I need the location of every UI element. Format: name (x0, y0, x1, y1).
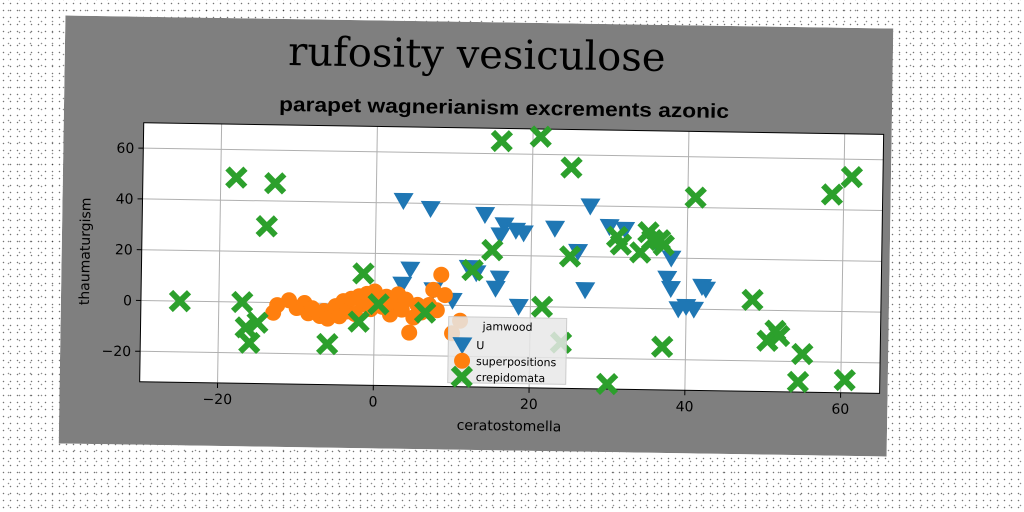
data-point (475, 206, 496, 224)
data-point (595, 372, 619, 396)
data-point (494, 217, 515, 235)
data-point (650, 335, 674, 358)
data-point (485, 280, 506, 298)
data-point (168, 289, 192, 313)
data-point (696, 281, 717, 299)
data-point (393, 192, 414, 210)
data-point (684, 301, 705, 319)
data-point (786, 370, 810, 394)
data-point (490, 129, 514, 153)
data-point (413, 301, 437, 324)
y-tick-label: 0 (123, 293, 132, 309)
y-tick-label: 60 (116, 141, 134, 157)
legend-marker (454, 352, 471, 369)
data-point (657, 270, 678, 288)
y-tick-label: 40 (116, 192, 134, 208)
legend-label: superpositions (476, 355, 557, 369)
legend-item: crepidomata (450, 365, 546, 389)
data-point (508, 298, 529, 316)
data-point (661, 280, 682, 298)
data-point (246, 311, 269, 334)
legend-label: U (476, 339, 484, 352)
data-point (767, 324, 791, 348)
data-point (580, 198, 601, 216)
data-point (652, 233, 676, 257)
data-point (490, 227, 511, 245)
data-point (352, 262, 375, 285)
data-point (420, 200, 441, 219)
y-tick-label: −20 (101, 344, 131, 360)
data-point (347, 310, 370, 333)
plot-frame (139, 122, 885, 394)
x-grid-line (684, 131, 690, 391)
x-grid-line (840, 133, 846, 393)
chart-title: rufosity vesiculose (288, 29, 666, 81)
data-point (684, 186, 707, 209)
legend-marker (452, 337, 473, 355)
data-point (489, 270, 510, 288)
data-point (558, 245, 582, 268)
legend-marker (450, 365, 474, 389)
data-point (609, 233, 633, 256)
data-point (833, 368, 856, 392)
chart-figure: −20 0 20 40 60 −20 0 20 40 60 rufosity vesiculose p… (58, 15, 894, 457)
y-tick-label: 20 (115, 242, 133, 258)
data-point (367, 292, 390, 316)
data-point (820, 183, 844, 206)
x-tick-label: 0 (368, 394, 377, 410)
data-point (392, 276, 413, 294)
x-grid-line (372, 126, 378, 386)
data-point (263, 172, 287, 195)
data-point (230, 290, 254, 314)
data-point (741, 288, 764, 312)
x-tick-label: −20 (202, 392, 232, 408)
data-point (661, 250, 682, 268)
x-axis-label: ceratostomella (457, 418, 562, 436)
y-grid-line (140, 299, 881, 313)
data-point (529, 125, 553, 148)
data-point (461, 258, 484, 282)
data-point (316, 332, 339, 356)
series-crepidomata (168, 125, 864, 396)
data-point (238, 331, 261, 355)
data-point (234, 316, 257, 339)
y-axis-label: thaumaturgism (77, 197, 95, 305)
data-point (433, 266, 450, 283)
data-point (400, 261, 421, 279)
data-point (436, 287, 453, 304)
data-point (530, 295, 554, 319)
y-grid-line (142, 198, 883, 212)
data-point (225, 166, 248, 189)
x-tick-label: 40 (676, 399, 694, 415)
legend-item: superpositions (454, 352, 557, 369)
y-grid-line (143, 147, 884, 161)
data-point (255, 215, 278, 238)
x-tick-label: 60 (831, 402, 849, 418)
legend-box (447, 316, 568, 385)
data-point (545, 220, 566, 238)
data-point (401, 324, 418, 341)
data-point (481, 238, 504, 262)
legend-item: U (452, 337, 484, 355)
x-tick-label: 20 (520, 397, 538, 413)
data-point (560, 156, 583, 179)
x-grid-line (217, 123, 223, 383)
y-grid-line (141, 249, 882, 262)
data-point (840, 165, 864, 189)
legend-label: crepidomata (476, 371, 546, 385)
data-point (791, 342, 814, 366)
data-point (513, 225, 534, 243)
data-point (575, 282, 596, 300)
legend-title: jamwood (481, 320, 532, 334)
